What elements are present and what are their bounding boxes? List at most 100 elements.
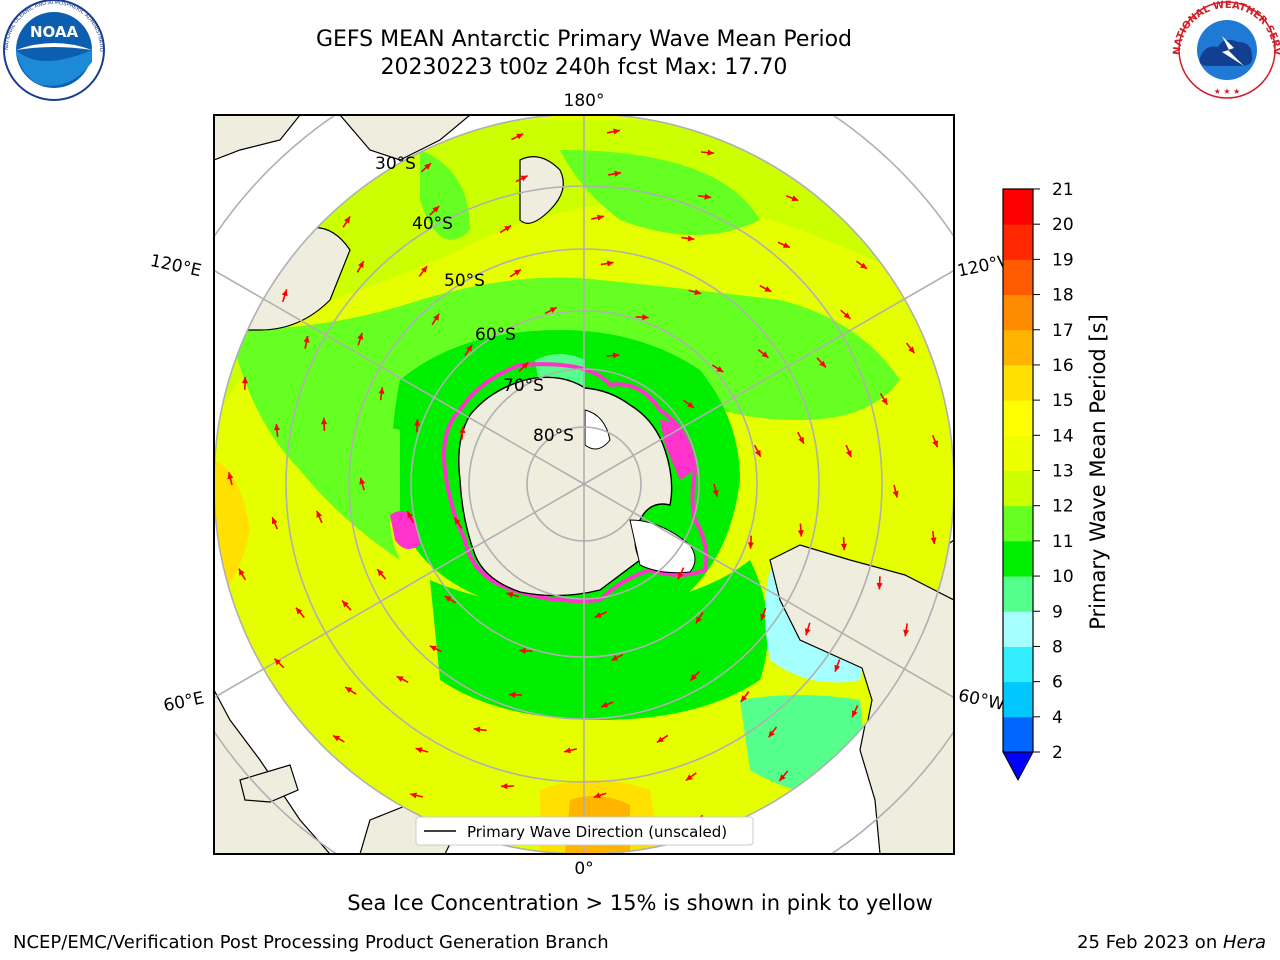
wave-arrow-head: [520, 175, 528, 182]
wave-arrow-head: [903, 629, 910, 637]
wave-arrow-head: [677, 572, 684, 580]
wave-arrow-head: [876, 582, 883, 590]
colorbar-tick-label: 6: [1052, 673, 1063, 693]
colorbar-segment: [1003, 505, 1033, 542]
wave-arrow-head: [782, 242, 790, 248]
wave-arrow-head: [271, 517, 278, 525]
wave-arrow-head: [273, 423, 280, 431]
lon-label-120e: 120°E: [148, 251, 203, 281]
wave-arrow-head: [755, 449, 761, 457]
colorbar-tick-label: 2: [1052, 743, 1063, 763]
wave-arrow-head: [740, 695, 748, 702]
colorbar-segment: [1003, 329, 1033, 366]
wave-arrow-head: [342, 600, 349, 608]
wave-arrow-head: [501, 783, 508, 790]
legend-label: Primary Wave Direction (unscaled): [467, 823, 727, 841]
wave-arrow-head: [764, 286, 772, 292]
colorbar-tick-label: 8: [1052, 637, 1063, 657]
wave-arrow-head: [843, 312, 851, 319]
wave-arrow-head: [694, 289, 702, 295]
colorbar-segment: [1003, 681, 1033, 718]
wave-arrow-head: [687, 235, 695, 242]
noaa-wordmark: NOAA: [30, 23, 79, 41]
colorbar-tick-label: 17: [1052, 321, 1074, 341]
colorbar-tick-label: 16: [1052, 356, 1074, 376]
wave-arrow-head: [514, 269, 521, 276]
colorbar-segment: [1003, 646, 1033, 683]
wave-arrow-head: [695, 616, 702, 624]
wave-arrow-head: [834, 664, 841, 672]
wave-arrow-head: [797, 530, 804, 537]
wave-arrow-head: [707, 149, 714, 156]
colorbar-tick-label: 11: [1052, 532, 1074, 552]
wave-arrow-head: [274, 658, 281, 666]
colorbar-tick-label: 4: [1052, 708, 1063, 728]
map-area: Primary Wave Direction (unscaled): [214, 115, 954, 854]
wave-arrow-head: [509, 691, 516, 698]
ice-shelf-weddell: [584, 409, 611, 450]
wave-arrow-head: [892, 490, 899, 498]
lat-label-50s: 50°S: [444, 271, 485, 291]
colorbar-segment: [1003, 470, 1033, 507]
lat-label-70s: 70°S: [503, 376, 544, 396]
footer-date-text: 25 Feb 2023 on: [1077, 932, 1223, 953]
wave-arrow-head: [761, 351, 769, 358]
wave-arrow-head: [614, 170, 621, 177]
latitude-labels: 30°S 40°S 50°S 60°S 70°S 80°S: [375, 154, 574, 446]
antarctica-land: [458, 376, 673, 597]
wave-arrow-head: [516, 133, 524, 140]
wave-arrow-head: [804, 628, 811, 636]
wave-arrow-head: [473, 726, 481, 733]
lon-label-0: 0°: [574, 859, 593, 879]
footer-date: 25 Feb 2023 on Hera: [1077, 932, 1266, 953]
wave-arrow-head: [779, 774, 786, 781]
colorbar-tick-label: 10: [1052, 567, 1074, 587]
wave-arrow-head: [519, 647, 526, 654]
wave-arrow-head: [687, 401, 695, 408]
colorbar-tick-label: 13: [1052, 462, 1074, 482]
wave-arrow-head: [613, 352, 620, 359]
map-frame: [213, 114, 955, 855]
wave-arrow-head: [791, 195, 799, 202]
wave-arrow-head: [345, 687, 353, 693]
colorbar-tick-label: 18: [1052, 286, 1074, 306]
wave-arrow-head: [420, 266, 428, 273]
wave-arrow-head: [611, 655, 619, 661]
colorbar-tick-label: 9: [1052, 602, 1063, 622]
wave-arrow-head: [359, 477, 366, 485]
colorbar-segment: [1003, 611, 1033, 647]
wave-arrow-head: [860, 262, 867, 269]
wave-arrow-head: [932, 440, 938, 448]
wave-arrow-head: [407, 511, 413, 519]
wave-arrow-head: [321, 417, 328, 425]
wave-arrow-head: [344, 216, 351, 224]
wave-arrow-head: [466, 344, 473, 352]
lon-label-180: 180°: [564, 91, 605, 111]
wave-arrow-head: [414, 419, 421, 426]
colorbar-segment: [1003, 189, 1033, 225]
wave-arrow-head: [747, 542, 754, 549]
wave-direction-arrows: [227, 128, 939, 841]
lon-label-60w: 60°W: [956, 686, 1006, 715]
nws-stars: ★ ★ ★: [1214, 87, 1241, 96]
footer-credit: NCEP/EMC/Verification Post Processing Pr…: [13, 932, 609, 953]
lat-label-30s: 30°S: [375, 154, 416, 174]
wave-arrow-head: [358, 261, 364, 268]
wave-arrow-head: [881, 397, 888, 405]
sea-ice-caption: Sea Ice Concentration > 15% is shown in …: [347, 891, 933, 915]
lon-label-60e: 60°E: [162, 688, 206, 716]
noaa-logo: NOAA NATIONAL OCEANIC AND ATMOSPHERIC AD…: [0, 0, 105, 101]
colorbar-tick-label: 15: [1052, 391, 1074, 411]
lat-label-40s: 40°S: [412, 214, 453, 234]
colorbar-segment: [1003, 259, 1033, 296]
wave-arrow-head: [444, 595, 452, 602]
wave-arrow-head: [597, 214, 604, 221]
wave-arrow-head: [852, 710, 858, 718]
wave-arrow-head: [642, 314, 649, 321]
colorbar-tick-label: 12: [1052, 497, 1074, 517]
colorbar-segment: [1003, 364, 1033, 401]
wave-arrow-head: [601, 701, 609, 708]
wave-arrow-head: [930, 537, 937, 544]
wave-arrow-head: [316, 510, 323, 518]
wave-arrow-head: [716, 366, 724, 373]
